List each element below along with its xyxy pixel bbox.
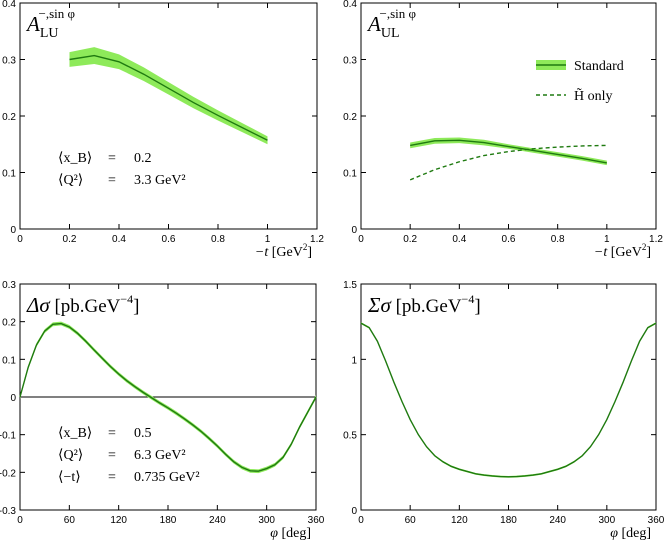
x-tick-label: 0.2 — [63, 234, 77, 245]
x-tick-label: 1 — [265, 234, 271, 245]
x-tick-label: 0.2 — [403, 234, 417, 245]
x-tick-label: 1.2 — [649, 234, 663, 245]
x-tick-label: 0.6 — [502, 234, 516, 245]
series-line — [19, 322, 317, 472]
x-tick-label: 360 — [308, 515, 325, 526]
y-tick-label: 0.3 — [343, 56, 357, 67]
x-tick-label: 0 — [17, 515, 23, 526]
legend-label: Standard — [574, 59, 624, 74]
y-tick-label: 0.3 — [2, 280, 16, 291]
y-tick-label: 0.4 — [2, 0, 16, 10]
x-tick-label: 0 — [358, 515, 364, 526]
panel-bottom-left: 0 60 120 180 240 300 360 -0.3 -0.2 -0.1 0 0.1 0.2 0.3… — [0, 280, 325, 541]
panel-title: Σσ [pb.GeV−4] — [367, 292, 481, 317]
x-tick-label: 180 — [160, 515, 177, 526]
annotation-eq: = — [108, 448, 116, 463]
x-axis-label: −t [GeV2] — [594, 242, 651, 260]
y-tick-label: 0.1 — [2, 169, 16, 180]
x-tick-label: 1.2 — [310, 234, 324, 245]
y-tick-label: 0 — [351, 225, 357, 236]
y-tick-label: -0.3 — [0, 506, 16, 517]
y-tick-label: 0.4 — [343, 0, 357, 10]
panel-title: Δσ [pb.GeV−4] — [26, 292, 140, 317]
annotation-eq: = — [108, 426, 116, 441]
y-tick-label: 0.2 — [343, 112, 357, 123]
annotation-label: ⟨x_B⟩ — [58, 151, 92, 166]
series-line — [360, 322, 657, 478]
x-tick-label: 300 — [258, 515, 275, 526]
plot-frame — [19, 2, 318, 230]
annotation-label: ⟨Q²⟩ — [58, 173, 83, 188]
panel-top-left: 0 0.2 0.4 0.6 0.8 1 1.2 0 0.1 0.2 0.3 0.4 ALU−,sin φ… — [2, 0, 324, 260]
series-line — [69, 54, 268, 141]
x-tick-label: 120 — [110, 515, 127, 526]
x-axis-label: −t [GeV2] — [255, 242, 312, 260]
y-tick-label: 1 — [351, 355, 357, 366]
panel-bottom-right: 0 60 120 180 240 300 360 0 0.5 1 1.5 Σσ [pb.GeV−4] φ… — [343, 280, 665, 541]
y-tick-label: 0.2 — [2, 318, 16, 329]
y-tick-label: 0 — [10, 393, 16, 404]
y-tick-label: 0.5 — [343, 431, 357, 442]
error-band — [410, 137, 607, 166]
annotation-label: ⟨−t⟩ — [58, 470, 81, 485]
y-tick-label: -0.1 — [0, 431, 16, 442]
x-tick-label: 0.4 — [452, 234, 466, 245]
error-band — [69, 47, 268, 145]
panel-title: ALU−,sin φ — [25, 6, 75, 41]
y-tick-label: 0.1 — [343, 169, 357, 180]
x-tick-label: 0.8 — [551, 234, 565, 245]
annotation-eq: = — [108, 470, 116, 485]
y-tick-label: 0 — [351, 506, 357, 517]
series-line-dashed — [409, 144, 607, 181]
x-tick-label: 0 — [358, 234, 364, 245]
x-tick-label: 360 — [648, 515, 665, 526]
x-axis-label: φ [deg] — [270, 526, 311, 541]
annotation-value: 0.735 GeV² — [134, 470, 200, 485]
error-band — [361, 322, 656, 478]
y-tick-label: 1.5 — [343, 280, 357, 291]
y-tick-label: -0.2 — [0, 468, 16, 479]
y-tick-label: 0.2 — [2, 112, 16, 123]
x-tick-label: 300 — [598, 515, 615, 526]
y-tick-label: 0.3 — [2, 56, 16, 67]
x-tick-label: 0.4 — [112, 234, 126, 245]
annotation-value: 3.3 GeV² — [134, 173, 186, 188]
x-tick-label: 180 — [500, 515, 517, 526]
y-tick-label: 0.1 — [2, 355, 16, 366]
x-tick-label: 120 — [451, 515, 468, 526]
x-tick-label: 60 — [64, 515, 76, 526]
annotation-label: ⟨Q²⟩ — [58, 448, 83, 463]
x-tick-label: 60 — [405, 515, 417, 526]
panel-title: AUL−,sin φ — [366, 6, 416, 41]
annotation-value: 0.5 — [134, 426, 152, 441]
x-tick-label: 0.8 — [211, 234, 225, 245]
annotation-label: ⟨x_B⟩ — [58, 426, 92, 441]
panel-top-right: 0 0.2 0.4 0.6 0.8 1 1.2 0 0.1 0.2 0.3 0.4 AUL−,sin φ… — [343, 0, 663, 260]
annotation-value: 0.2 — [134, 151, 152, 166]
x-axis-label: φ [deg] — [610, 526, 651, 541]
x-tick-label: 240 — [209, 515, 226, 526]
series-line — [410, 139, 607, 164]
x-tick-label: 240 — [549, 515, 566, 526]
x-tick-label: 0.6 — [162, 234, 176, 245]
annotation-eq: = — [108, 173, 116, 188]
x-tick-label: 1 — [604, 234, 610, 245]
annotation-eq: = — [108, 151, 116, 166]
plot-frame — [360, 2, 657, 230]
annotation-value: 6.3 GeV² — [134, 448, 186, 463]
y-tick-label: 0 — [10, 225, 16, 236]
legend-label: H̃ only — [574, 87, 613, 104]
x-tick-label: 0 — [17, 234, 23, 245]
